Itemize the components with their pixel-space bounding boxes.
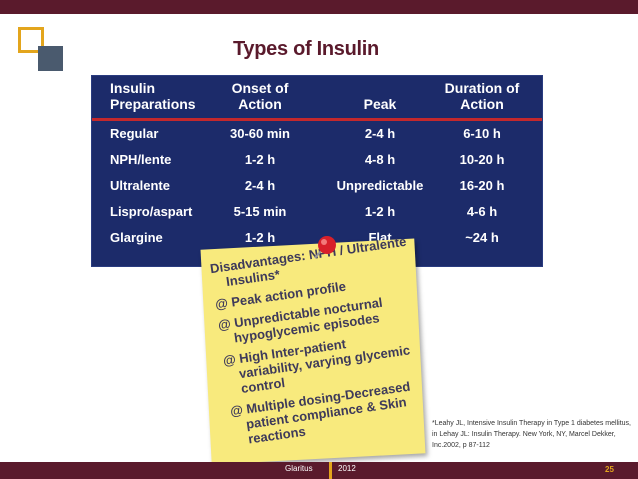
row-lispro-name: Lispro/aspart [110,204,193,219]
push-pin-icon [314,236,336,259]
footer-bar [0,462,638,479]
logo-square-fill [38,46,63,71]
top-bar [0,0,638,14]
sticky-note: Disadvantages: NPH / Ultralente Insulins… [200,234,426,465]
row-ultralente-duration: 16-20 h [459,178,505,193]
row-nph-name: NPH/lente [110,152,172,167]
sticky-note-text: Disadvantages: NPH / Ultralente Insulins… [209,232,443,448]
row-nph-duration: 10-20 h [459,152,505,167]
slide-title: Types of Insulin [233,38,379,60]
row-lispro-peak: 1-2 h [364,204,396,219]
header-insulin-preparations: Insulin Preparations [110,80,196,112]
row-glargine-name: Glargine [110,230,163,245]
row-lispro-onset: 5-15 min [233,204,287,219]
row-regular-peak: 2-4 h [364,126,396,141]
row-glargine-onset: 1-2 h [244,230,276,245]
row-ultralente-peak: Unpredictable [336,178,424,193]
citation: *Leahy JL, Intensive Insulin Therapy in … [432,420,631,449]
row-regular-duration: 6-10 h [463,126,501,141]
header-divider [92,118,542,121]
row-ultralente-onset: 2-4 h [244,178,276,193]
footer-company: Glaritus [285,464,313,473]
header-onset: Onset of Action [231,80,289,112]
row-glargine-duration: ~24 h [465,230,499,245]
row-lispro-duration: 4-6 h [466,204,498,219]
footer-year: 2012 [338,464,356,473]
insulin-table: Insulin Preparations Onset of Action Pea… [92,76,542,266]
row-nph-onset: 1-2 h [244,152,276,167]
page-number: 25 [605,465,614,474]
footer-divider [329,462,332,479]
row-regular-onset: 30-60 min [230,126,290,141]
header-peak: Peak [363,96,397,112]
row-ultralente-name: Ultralente [110,178,170,193]
row-nph-peak: 4-8 h [364,152,396,167]
logo-square-outline [18,27,44,53]
header-duration: Duration of Action [444,80,520,112]
row-regular-name: Regular [110,126,159,141]
